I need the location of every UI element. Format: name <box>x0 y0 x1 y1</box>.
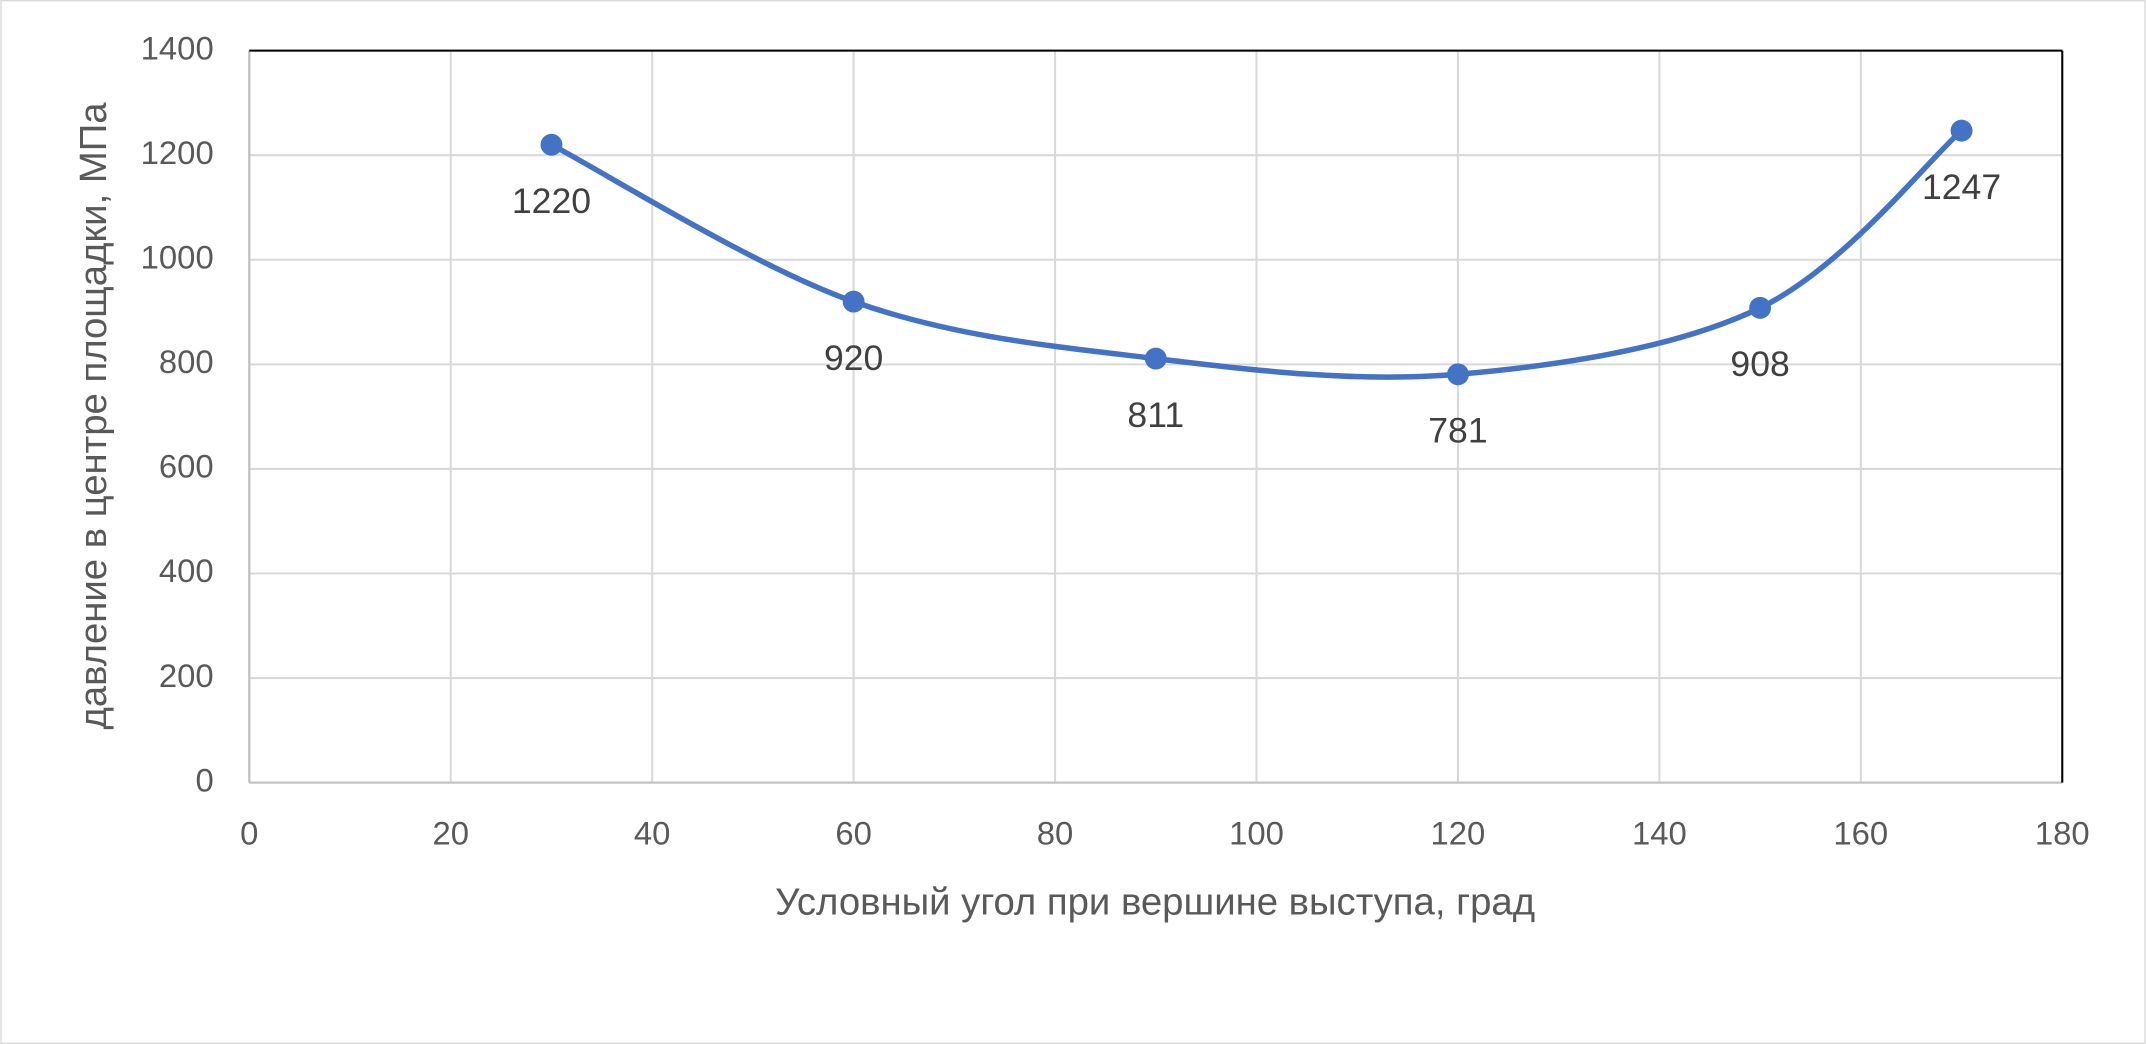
data-label: 920 <box>824 338 883 378</box>
marker <box>1144 347 1167 370</box>
y-tick-label: 200 <box>159 657 214 694</box>
data-label: 811 <box>1127 395 1184 435</box>
x-tick-label: 160 <box>1833 815 1888 852</box>
marker <box>540 133 563 156</box>
y-tick-label: 600 <box>159 448 214 485</box>
x-tick-label: 140 <box>1632 815 1687 852</box>
x-tick-label: 60 <box>835 815 872 852</box>
data-label: 1220 <box>512 181 591 221</box>
x-tick-label: 20 <box>432 815 469 852</box>
x-tick-label: 80 <box>1037 815 1074 852</box>
y-tick-label: 1000 <box>141 238 214 275</box>
x-tick-label: 120 <box>1431 815 1486 852</box>
y-tick-label: 1400 <box>141 29 214 66</box>
x-axis-title: Условный угол при вершине выступа, град <box>775 881 1535 924</box>
y-tick-label: 400 <box>159 552 214 589</box>
x-tick-label: 0 <box>240 815 258 852</box>
y-tick-label: 0 <box>195 761 213 798</box>
marker <box>1749 296 1772 319</box>
y-tick-label: 800 <box>159 343 214 380</box>
y-tick-label: 1200 <box>141 134 214 171</box>
x-tick-label: 100 <box>1229 815 1284 852</box>
y-axis-title: давление в центре площадки, МПа <box>72 102 115 730</box>
line <box>550 128 1964 380</box>
x-tick-label: 180 <box>2035 815 2090 852</box>
marker <box>1446 363 1469 386</box>
data-label: 1247 <box>1922 167 2001 207</box>
data-label: 908 <box>1730 344 1789 384</box>
x-tick-label: 40 <box>634 815 671 852</box>
marker <box>842 290 865 313</box>
marker <box>1950 119 1973 142</box>
data-label: 781 <box>1428 411 1487 451</box>
